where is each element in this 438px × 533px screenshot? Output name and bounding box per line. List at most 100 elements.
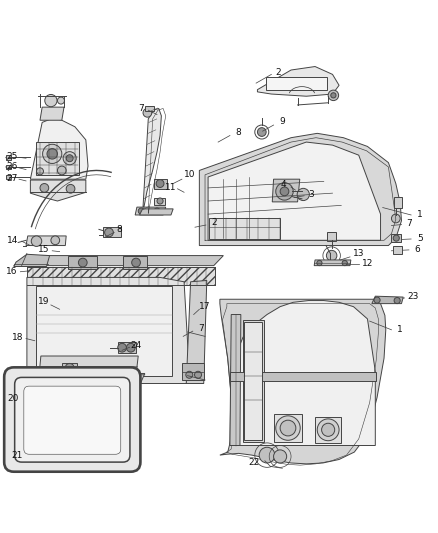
- Circle shape: [42, 144, 62, 164]
- Circle shape: [157, 198, 163, 204]
- Bar: [327, 231, 336, 241]
- Text: 25: 25: [6, 152, 17, 161]
- Polygon shape: [258, 67, 339, 96]
- FancyBboxPatch shape: [4, 367, 141, 472]
- Text: 12: 12: [362, 259, 373, 268]
- Polygon shape: [230, 301, 375, 446]
- Text: 1: 1: [417, 211, 423, 220]
- Text: 7: 7: [198, 324, 204, 333]
- Polygon shape: [209, 219, 280, 239]
- Text: 3: 3: [308, 190, 314, 199]
- Circle shape: [274, 450, 287, 463]
- Polygon shape: [266, 77, 327, 90]
- Polygon shape: [40, 107, 64, 120]
- Circle shape: [328, 90, 339, 101]
- Text: 22: 22: [248, 458, 260, 466]
- Text: 17: 17: [199, 302, 211, 311]
- Polygon shape: [220, 299, 386, 464]
- Bar: [154, 198, 165, 205]
- Circle shape: [156, 180, 164, 188]
- Bar: [393, 246, 402, 254]
- Text: 8: 8: [236, 127, 241, 136]
- Circle shape: [51, 236, 60, 245]
- Text: 10: 10: [184, 171, 195, 179]
- Circle shape: [63, 152, 76, 165]
- Text: 26: 26: [6, 163, 17, 172]
- Text: 1: 1: [397, 325, 403, 334]
- Text: 14: 14: [7, 236, 18, 245]
- Circle shape: [154, 208, 160, 214]
- Bar: [274, 414, 302, 442]
- Circle shape: [194, 372, 201, 378]
- Circle shape: [321, 423, 335, 437]
- Circle shape: [394, 297, 400, 304]
- Bar: [123, 256, 147, 269]
- Bar: [6, 175, 11, 179]
- Circle shape: [280, 420, 296, 436]
- Bar: [182, 364, 204, 380]
- Bar: [27, 268, 215, 285]
- Polygon shape: [208, 142, 381, 240]
- Text: 4: 4: [281, 180, 286, 189]
- Text: 11: 11: [165, 182, 177, 191]
- Circle shape: [66, 184, 75, 193]
- Circle shape: [78, 258, 87, 267]
- Bar: [392, 234, 401, 243]
- Text: 21: 21: [11, 450, 23, 459]
- Polygon shape: [35, 142, 79, 175]
- Bar: [29, 376, 46, 382]
- Circle shape: [65, 364, 74, 372]
- Bar: [153, 179, 166, 189]
- Circle shape: [66, 155, 73, 161]
- Circle shape: [127, 343, 135, 352]
- Text: 5: 5: [417, 233, 423, 243]
- Text: 19: 19: [38, 297, 49, 306]
- Circle shape: [259, 447, 275, 463]
- Circle shape: [393, 235, 399, 241]
- Text: 16: 16: [6, 267, 18, 276]
- Bar: [103, 227, 121, 237]
- Polygon shape: [199, 133, 402, 246]
- Text: 2: 2: [275, 68, 281, 77]
- Text: 15: 15: [38, 245, 49, 254]
- FancyBboxPatch shape: [24, 386, 121, 454]
- Text: 13: 13: [353, 249, 364, 258]
- Circle shape: [317, 419, 339, 441]
- Bar: [243, 320, 264, 442]
- Polygon shape: [26, 236, 66, 246]
- Text: 9: 9: [279, 117, 285, 126]
- Polygon shape: [140, 209, 173, 215]
- Circle shape: [57, 166, 66, 175]
- Circle shape: [36, 168, 43, 175]
- Polygon shape: [36, 286, 172, 376]
- Text: 7: 7: [138, 104, 144, 113]
- Polygon shape: [30, 180, 86, 201]
- Polygon shape: [314, 260, 351, 265]
- Bar: [394, 197, 402, 208]
- Polygon shape: [30, 118, 88, 179]
- Bar: [6, 155, 11, 159]
- Bar: [68, 256, 97, 269]
- Circle shape: [276, 416, 300, 440]
- Circle shape: [45, 94, 57, 107]
- Bar: [315, 417, 341, 443]
- Circle shape: [297, 188, 309, 200]
- Circle shape: [258, 128, 266, 136]
- Bar: [145, 106, 154, 111]
- Circle shape: [331, 93, 336, 98]
- Polygon shape: [230, 372, 376, 381]
- Circle shape: [40, 183, 49, 192]
- Polygon shape: [39, 356, 138, 375]
- Polygon shape: [135, 207, 166, 215]
- Text: 27: 27: [6, 174, 17, 183]
- Text: 7: 7: [406, 219, 412, 228]
- Circle shape: [138, 208, 145, 214]
- Circle shape: [342, 261, 347, 265]
- Text: 8: 8: [117, 225, 122, 234]
- Text: 23: 23: [408, 292, 419, 301]
- Circle shape: [276, 183, 293, 200]
- Circle shape: [132, 258, 141, 267]
- Circle shape: [118, 343, 127, 352]
- Polygon shape: [272, 179, 300, 202]
- Polygon shape: [14, 254, 49, 266]
